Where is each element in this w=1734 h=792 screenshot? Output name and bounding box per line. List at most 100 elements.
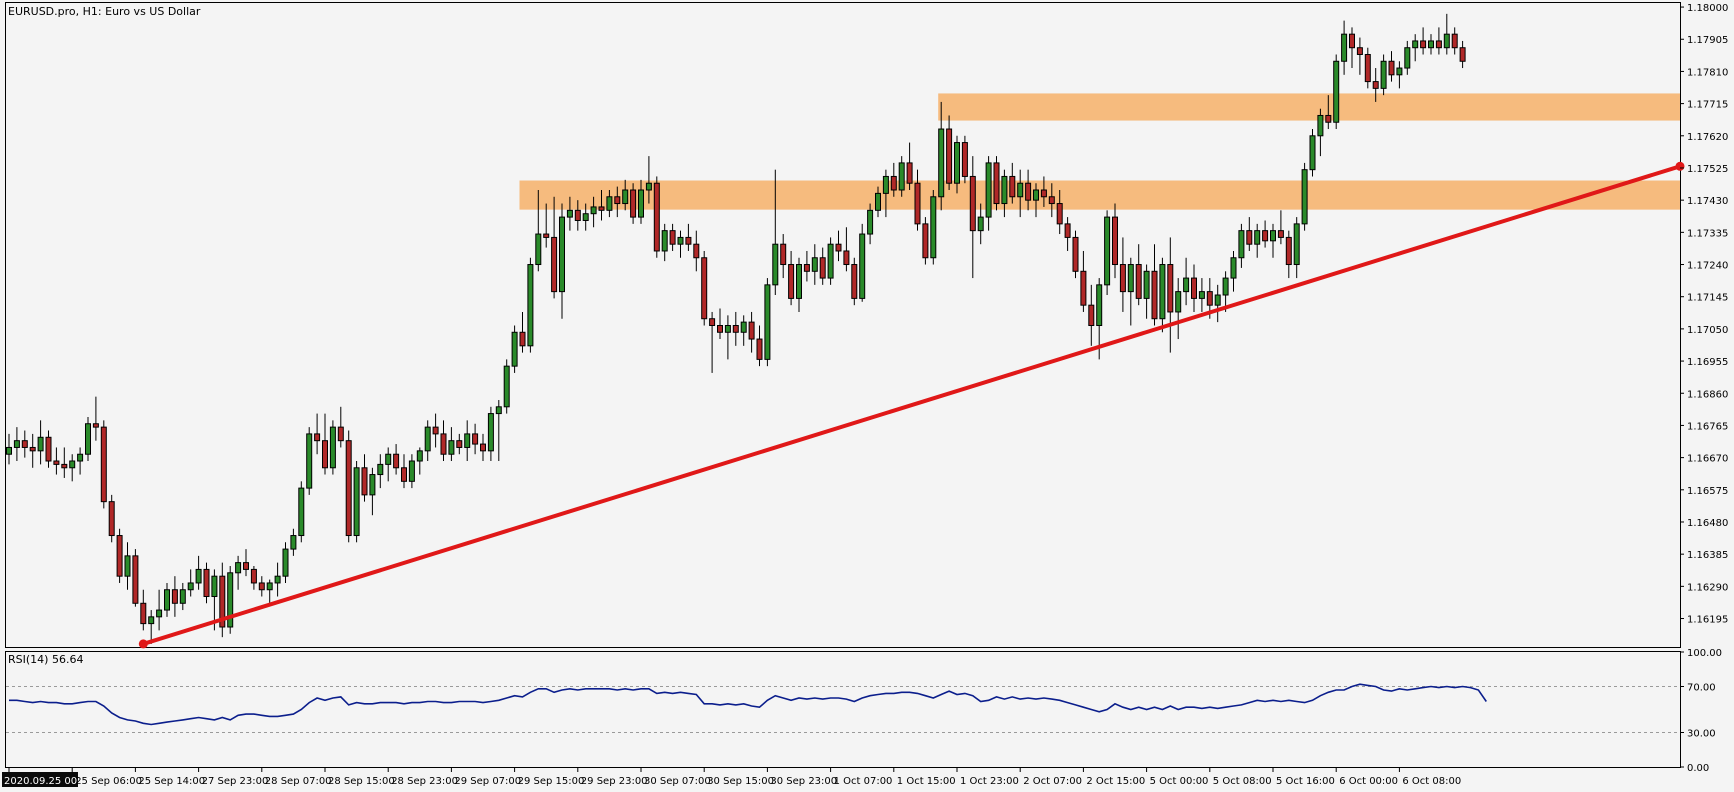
candle xyxy=(764,278,771,367)
candle-body xyxy=(1301,169,1308,225)
candle xyxy=(693,230,700,272)
time-tick-label: 29 Sep 07:00 xyxy=(454,776,521,787)
candle-body xyxy=(859,233,866,299)
candle-body xyxy=(732,325,739,333)
time-tick-label: 5 Oct 00:00 xyxy=(1150,776,1209,787)
candle-body xyxy=(1230,257,1237,279)
candle-body xyxy=(717,325,723,333)
candle-body xyxy=(756,338,763,360)
candle xyxy=(1238,223,1245,268)
candle-body xyxy=(211,575,218,598)
candle-body xyxy=(156,609,163,618)
candle xyxy=(464,420,471,462)
candle xyxy=(227,566,234,634)
candle-body xyxy=(1135,264,1142,299)
candle xyxy=(424,420,431,462)
candle xyxy=(661,223,668,262)
candle-body xyxy=(993,162,1000,205)
candle xyxy=(1420,27,1427,55)
price-tick-label: 1.16765 xyxy=(1687,421,1728,432)
candle xyxy=(171,576,178,617)
candle xyxy=(480,433,486,462)
candle xyxy=(1104,210,1111,296)
candle xyxy=(1056,189,1063,235)
time-tick-label: 1 Oct 15:00 xyxy=(897,776,956,787)
resistance-zone-2[interactable] xyxy=(519,180,1681,210)
chart-title: EURUSD.pro, H1: Euro vs US Dollar xyxy=(8,5,201,18)
candle-body xyxy=(322,440,328,469)
candle-body xyxy=(685,236,692,245)
candle xyxy=(495,400,502,462)
candle xyxy=(582,203,589,231)
candle xyxy=(724,315,731,360)
candle-body xyxy=(1198,291,1205,299)
candle-body xyxy=(511,331,518,367)
trendline[interactable] xyxy=(142,164,1681,646)
candle xyxy=(851,257,858,306)
time-tick-label: 28 Sep 07:00 xyxy=(265,776,332,787)
candle-body xyxy=(788,264,795,299)
candle xyxy=(867,203,874,245)
candle xyxy=(179,582,186,611)
candle-body xyxy=(938,128,945,198)
candle xyxy=(827,237,834,285)
candle-body xyxy=(898,162,905,191)
price-tick-label: 1.17335 xyxy=(1687,228,1728,239)
candle-body xyxy=(13,440,20,448)
candle xyxy=(1040,176,1047,207)
trendline-anchor-end[interactable] xyxy=(1675,161,1685,171)
candle-body xyxy=(1175,291,1182,313)
price-tick-label: 1.17715 xyxy=(1687,100,1728,111)
candle-body xyxy=(1277,230,1284,238)
candle xyxy=(543,203,550,248)
candle-body xyxy=(551,236,558,293)
candle-body xyxy=(1214,294,1221,306)
candle xyxy=(6,433,12,465)
candle xyxy=(1443,13,1450,55)
candle-body xyxy=(1420,40,1427,49)
time-tick-label: 30 Sep 07:00 xyxy=(644,776,711,787)
trendline-layer[interactable] xyxy=(138,161,1685,649)
candle xyxy=(1309,129,1316,177)
candle-body xyxy=(1459,47,1466,62)
candle-body xyxy=(85,423,91,455)
candle-body xyxy=(1325,114,1332,123)
candle-body xyxy=(464,433,471,448)
candle xyxy=(1183,257,1190,306)
candle-body xyxy=(148,616,155,625)
candle xyxy=(701,250,708,326)
candle xyxy=(638,179,644,224)
candle xyxy=(843,227,850,272)
candle xyxy=(622,179,629,211)
candle xyxy=(1364,47,1371,89)
time-tick-label: 28 Sep 23:00 xyxy=(391,776,458,787)
candle-body xyxy=(645,182,652,191)
candle xyxy=(954,135,960,194)
candle-body xyxy=(961,142,968,177)
time-tick-label: 5 Oct 08:00 xyxy=(1213,776,1272,787)
candle xyxy=(1048,183,1055,218)
time-tick-label: 1 Oct 23:00 xyxy=(960,776,1019,787)
candle xyxy=(1293,217,1300,279)
candle xyxy=(187,569,194,597)
candle-body xyxy=(724,325,731,333)
candle-body xyxy=(598,206,605,211)
candle-body xyxy=(353,467,360,537)
candle xyxy=(13,427,20,462)
candle xyxy=(92,396,99,441)
candle-body xyxy=(29,446,36,452)
candle-body xyxy=(164,589,170,611)
price-candles xyxy=(6,13,1466,644)
candle xyxy=(1388,51,1395,82)
price-axis[interactable]: 1.16195 1.16290 1.16385 1.16480 1.16575 1.166… xyxy=(1680,3,1728,626)
candle-body xyxy=(432,426,439,435)
resistance-zone-1[interactable] xyxy=(938,93,1680,121)
candle xyxy=(195,555,202,590)
trendline-anchor-start[interactable] xyxy=(138,639,148,649)
candle-body xyxy=(408,460,415,482)
candle xyxy=(322,413,328,475)
candle-body xyxy=(653,182,660,252)
